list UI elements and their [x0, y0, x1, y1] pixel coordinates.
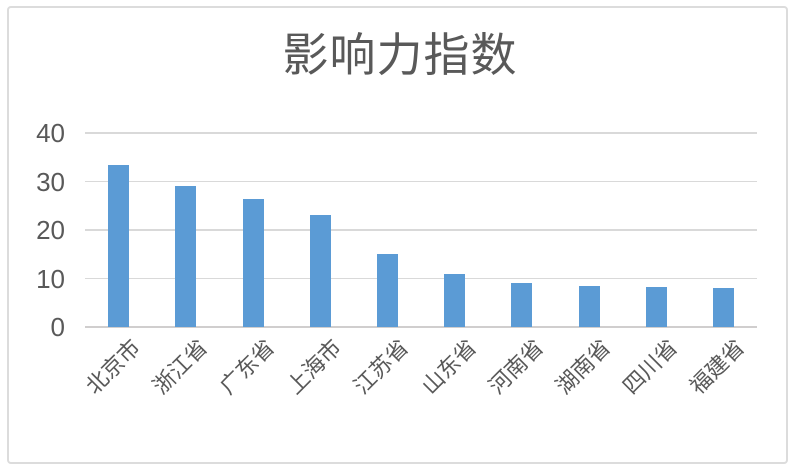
bar	[108, 165, 130, 327]
y-tick-label: 10	[36, 263, 65, 294]
y-tick-label: 30	[36, 166, 65, 197]
bar	[242, 198, 264, 327]
bar	[578, 285, 600, 327]
x-axis-line	[85, 326, 757, 328]
bar	[645, 286, 667, 327]
gridline	[85, 229, 757, 231]
y-tick-label: 0	[50, 312, 65, 342]
plot-area	[85, 132, 757, 328]
x-tick-label: 北京市	[81, 335, 146, 400]
gridline	[85, 180, 757, 183]
bar	[511, 283, 533, 327]
y-tick-label: 40	[36, 118, 65, 148]
bar	[309, 214, 331, 327]
gridline	[85, 132, 757, 134]
y-tick-label: 20	[36, 215, 65, 245]
gridline	[85, 277, 757, 280]
chart-title: 影响力指数	[282, 28, 518, 82]
bar	[712, 287, 734, 327]
bar	[444, 273, 466, 327]
bar	[376, 253, 398, 327]
bar	[175, 186, 197, 327]
